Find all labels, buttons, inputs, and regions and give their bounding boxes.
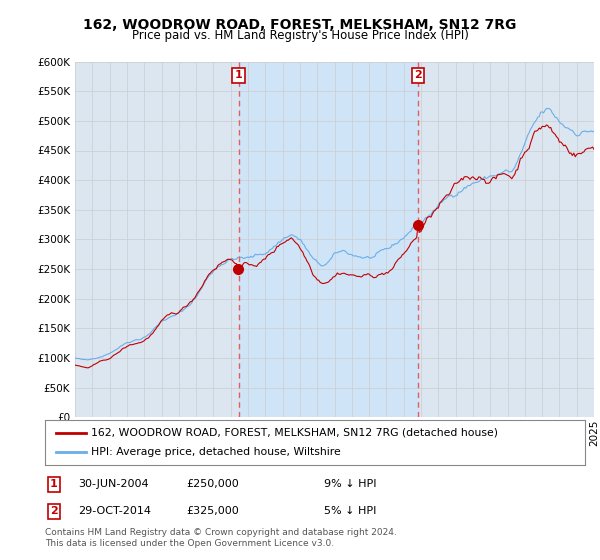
Text: Price paid vs. HM Land Registry's House Price Index (HPI): Price paid vs. HM Land Registry's House …: [131, 29, 469, 42]
Text: 1: 1: [235, 71, 242, 81]
Text: 5% ↓ HPI: 5% ↓ HPI: [324, 506, 376, 516]
Text: HPI: Average price, detached house, Wiltshire: HPI: Average price, detached house, Wilt…: [91, 447, 341, 458]
Text: £325,000: £325,000: [186, 506, 239, 516]
Text: £250,000: £250,000: [186, 479, 239, 489]
Text: 162, WOODROW ROAD, FOREST, MELKSHAM, SN12 7RG (detached house): 162, WOODROW ROAD, FOREST, MELKSHAM, SN1…: [91, 427, 498, 437]
Text: 2: 2: [50, 506, 58, 516]
Text: 1: 1: [50, 479, 58, 489]
Text: 30-JUN-2004: 30-JUN-2004: [78, 479, 149, 489]
Text: 162, WOODROW ROAD, FOREST, MELKSHAM, SN12 7RG: 162, WOODROW ROAD, FOREST, MELKSHAM, SN1…: [83, 18, 517, 32]
Text: 29-OCT-2014: 29-OCT-2014: [78, 506, 151, 516]
Bar: [239, 62, 418, 417]
Text: 9% ↓ HPI: 9% ↓ HPI: [324, 479, 377, 489]
Text: 2: 2: [414, 71, 422, 81]
Text: Contains HM Land Registry data © Crown copyright and database right 2024.
This d: Contains HM Land Registry data © Crown c…: [45, 528, 397, 548]
